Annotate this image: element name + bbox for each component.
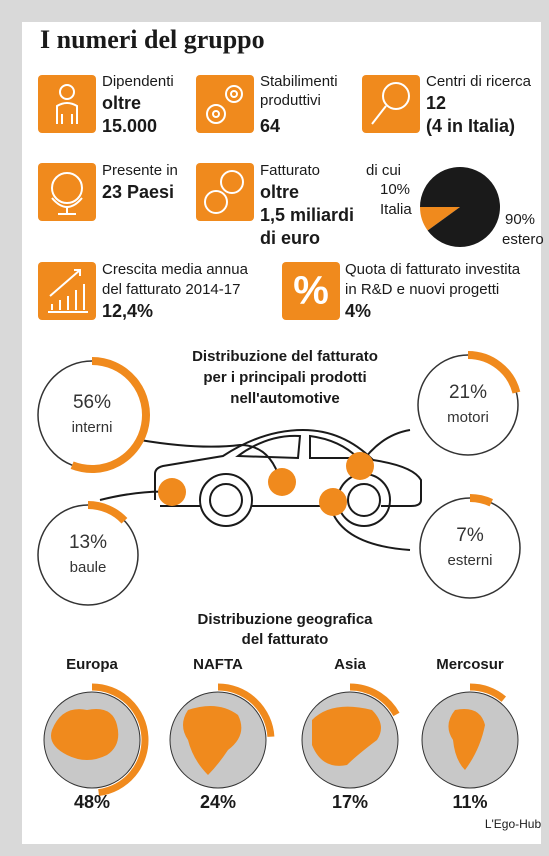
ring-arc bbox=[91, 683, 149, 797]
ring-label: 7% bbox=[456, 525, 484, 546]
ring-name: baule bbox=[70, 559, 107, 576]
ring-base bbox=[419, 497, 521, 599]
region-pct: 17% bbox=[332, 792, 368, 812]
section-title: Distribuzione geografica bbox=[197, 611, 373, 628]
ring-arc bbox=[87, 501, 128, 524]
region-shape bbox=[183, 706, 242, 775]
region-pct: 24% bbox=[200, 792, 236, 812]
icon-person bbox=[38, 75, 96, 133]
stat-text: 12 bbox=[426, 93, 446, 113]
ring-arc bbox=[469, 683, 507, 702]
ring-label: 21% bbox=[449, 382, 487, 403]
pie-slice bbox=[420, 207, 460, 231]
ring-name: interni bbox=[72, 419, 113, 436]
icon-growth bbox=[38, 262, 96, 320]
region-shape bbox=[448, 709, 485, 770]
title: I numeri del gruppo bbox=[40, 25, 265, 54]
stat-text: Presente in bbox=[102, 162, 178, 179]
stat-text: 64 bbox=[260, 116, 280, 136]
region-name: Mercosur bbox=[436, 656, 504, 673]
region-pct: 48% bbox=[74, 792, 110, 812]
icon-globe bbox=[38, 163, 96, 221]
region-shape bbox=[51, 709, 119, 760]
pie-label: 90% bbox=[505, 211, 535, 228]
pie-heading: di cui bbox=[366, 162, 401, 179]
stat-text: 12,4% bbox=[102, 301, 153, 321]
icon-gears bbox=[196, 75, 254, 133]
stat-text: Quota di fatturato investita bbox=[345, 261, 521, 278]
icon-magnifier bbox=[362, 75, 420, 133]
section-title: nell'automotive bbox=[230, 390, 339, 407]
icon-coins bbox=[196, 163, 254, 221]
stat-text: di euro bbox=[260, 228, 320, 248]
pie-slice bbox=[420, 167, 500, 248]
stat-text: oltre bbox=[260, 182, 299, 202]
section-title: del fatturato bbox=[242, 631, 329, 648]
region-shape bbox=[312, 706, 381, 766]
stat-text: 15.000 bbox=[102, 116, 157, 136]
section-title: Distribuzione del fatturato bbox=[192, 348, 378, 365]
svg-text:%: % bbox=[293, 269, 329, 313]
ring-arc bbox=[467, 351, 521, 394]
ring-arc bbox=[349, 683, 400, 717]
stat-text: 1,5 miliardi bbox=[260, 205, 354, 225]
ring-arc bbox=[469, 494, 493, 507]
stat-text: 23 Paesi bbox=[102, 182, 174, 202]
stat-text: produttivi bbox=[260, 92, 321, 109]
source: L'Ego-Hub bbox=[485, 817, 542, 831]
ring-label: 56% bbox=[73, 392, 111, 413]
ring-name: motori bbox=[447, 409, 489, 426]
stat-text: in R&D e nuovi progetti bbox=[345, 281, 499, 298]
section-title: per i principali prodotti bbox=[203, 369, 366, 386]
icon-percent: % bbox=[282, 262, 340, 320]
region-pct: 11% bbox=[452, 792, 487, 812]
ring-label: 13% bbox=[69, 532, 107, 553]
ring-name: esterni bbox=[447, 552, 492, 569]
stat-text: Crescita media annua bbox=[102, 261, 249, 278]
stat-text: 4% bbox=[345, 301, 371, 321]
ring-arc bbox=[70, 357, 150, 473]
stat-text: del fatturato 2014-17 bbox=[102, 281, 240, 298]
ring-arc bbox=[217, 683, 275, 738]
pie-name: estero bbox=[502, 231, 544, 248]
region-name: Europa bbox=[66, 656, 118, 673]
pie-name: Italia bbox=[380, 201, 412, 218]
region-name: Asia bbox=[334, 656, 366, 673]
stat-text: (4 in Italia) bbox=[426, 116, 515, 136]
stat-text: Fatturato bbox=[260, 162, 320, 179]
stat-text: Stabilimenti bbox=[260, 73, 338, 90]
stat-text: oltre bbox=[102, 93, 141, 113]
car bbox=[99, 428, 422, 551]
region-name: NAFTA bbox=[193, 656, 243, 673]
stat-text: Dipendenti bbox=[102, 73, 174, 90]
pie-label: 10% bbox=[380, 181, 410, 198]
stat-text: Centri di ricerca bbox=[426, 73, 532, 90]
